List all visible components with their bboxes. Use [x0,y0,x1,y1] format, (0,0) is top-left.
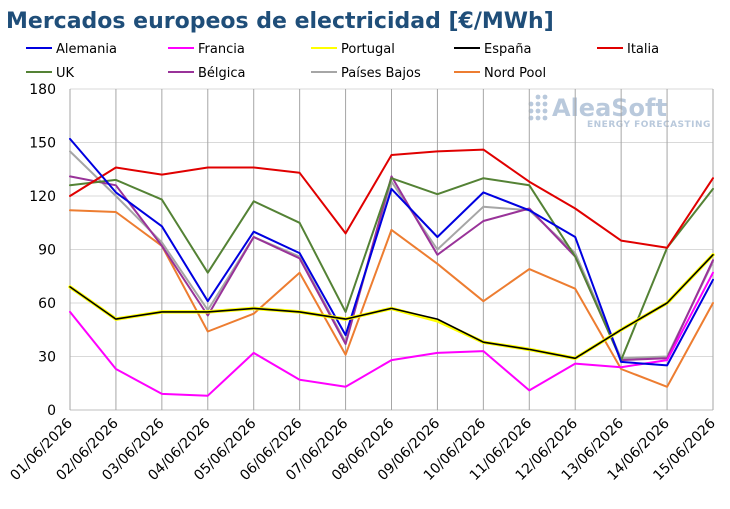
legend-label-5: UK [56,66,75,81]
x-axis-ticks: 01/06/202602/06/202603/06/202604/06/2026… [7,415,718,483]
legend-label-2: Portugal [341,42,395,57]
y-tick-label-3: 90 [38,243,56,259]
legend-label-3: España [484,42,531,57]
aleasoft-watermark: AleaSoft ENERGY FORECASTING [528,94,711,130]
legend-label-7: Países Bajos [341,66,421,81]
series-line-8 [69,209,714,388]
chart-title: Mercados europeos de electricidad [€/MWh… [6,9,554,34]
y-tick-label-1: 30 [38,350,56,366]
watermark-sub: ENERGY FORECASTING [587,120,711,130]
legend-label-6: Bélgica [198,66,246,81]
watermark-main: AleaSoft [552,94,667,122]
y-axis-ticks: 0 30 60 90 120 150 180 [29,82,56,419]
series-line-3 [69,254,714,360]
legend-label-8: Nord Pool [484,66,546,81]
legend-label-0: Alemania [56,42,117,57]
grid [69,88,714,411]
y-tick-label-0: 0 [47,403,56,419]
series-line-4 [69,148,714,249]
legend-label-1: Francia [198,42,245,57]
series-lines [68,137,715,397]
y-tick-label-6: 180 [29,82,56,98]
y-tick-label-2: 60 [38,296,56,312]
series-line-5 [69,177,714,362]
legend-label-4: Italia [627,42,659,57]
y-tick-label-5: 150 [29,136,56,152]
series-line-0 [69,137,714,367]
legend: Alemania Francia Portugal España Italia UK Bél… [26,42,659,81]
series-line-1 [69,271,714,397]
logo-dots-icon [528,94,548,121]
y-tick-label-4: 120 [29,189,56,205]
